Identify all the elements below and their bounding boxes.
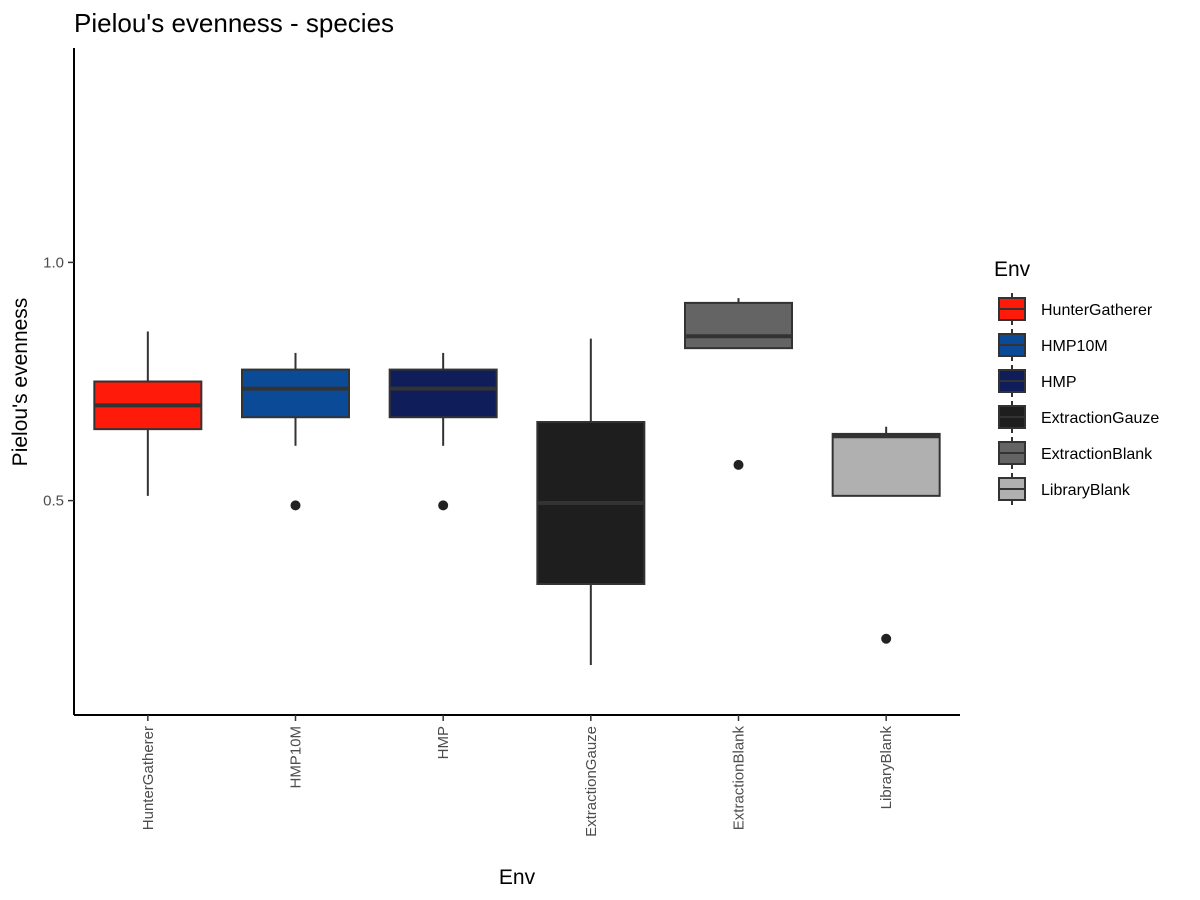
x-tick-label: HMP10M — [288, 726, 305, 789]
legend-item-hmp: HMP — [998, 365, 1077, 397]
box-hmp — [388, 352, 498, 511]
legend-label: ExtractionGauze — [1041, 410, 1159, 427]
y-axis-title: Pielou's evenness — [9, 298, 32, 467]
box-iqr — [684, 301, 793, 350]
x-tick-label: HMP — [435, 726, 452, 759]
outlier-point — [438, 500, 449, 511]
legend-label: HMP — [1041, 374, 1077, 391]
y-tick-label: 1.0 — [43, 254, 64, 271]
y-tick-label: 0.5 — [43, 493, 64, 510]
legend-label: ExtractionBlank — [1041, 446, 1153, 463]
outlier-point — [290, 500, 301, 511]
box-extractiongauze — [536, 338, 646, 665]
y-ticks: 0.5 1.0 — [43, 254, 74, 510]
legend-items: HunterGatherer HMP10M HMP ExtractionGauze Ex… — [998, 293, 1159, 505]
legend-label: HunterGatherer — [1041, 302, 1153, 319]
legend-item-huntergatherer: HunterGatherer — [998, 293, 1153, 325]
x-tick-label: HunterGatherer — [140, 726, 157, 830]
x-tick-label: ExtractionGauze — [583, 726, 600, 837]
x-ticks: HunterGatherer HMP10M HMP ExtractionGauze Ex… — [140, 715, 895, 837]
outlier-point — [733, 459, 744, 470]
chart-title: Pielou's evenness - species — [74, 8, 394, 38]
legend-title: Env — [994, 258, 1031, 281]
legend-item-extractiongauze: ExtractionGauze — [998, 401, 1159, 433]
box-iqr — [831, 432, 941, 497]
legend-item-hmp10m: HMP10M — [998, 329, 1108, 361]
box-iqr — [241, 368, 350, 419]
outlier-point — [881, 633, 892, 644]
legend-item-extractionblank: ExtractionBlank — [998, 437, 1153, 469]
legend-label: LibraryBlank — [1041, 482, 1131, 499]
legend: Env HunterGatherer HMP10M HMP ExtractionGau… — [994, 258, 1159, 505]
box-libraryblank — [831, 426, 941, 644]
box-hmp10m — [241, 352, 350, 511]
box-huntergatherer — [93, 331, 203, 496]
x-tick-label: ExtractionBlank — [731, 726, 748, 831]
box-iqr — [388, 368, 498, 419]
legend-label: HMP10M — [1041, 338, 1108, 355]
plot-area — [93, 298, 941, 665]
x-axis-title: Env — [499, 866, 536, 889]
box-extractionblank — [684, 298, 793, 470]
x-tick-label: LibraryBlank — [878, 726, 895, 810]
legend-item-libraryblank: LibraryBlank — [998, 473, 1131, 505]
